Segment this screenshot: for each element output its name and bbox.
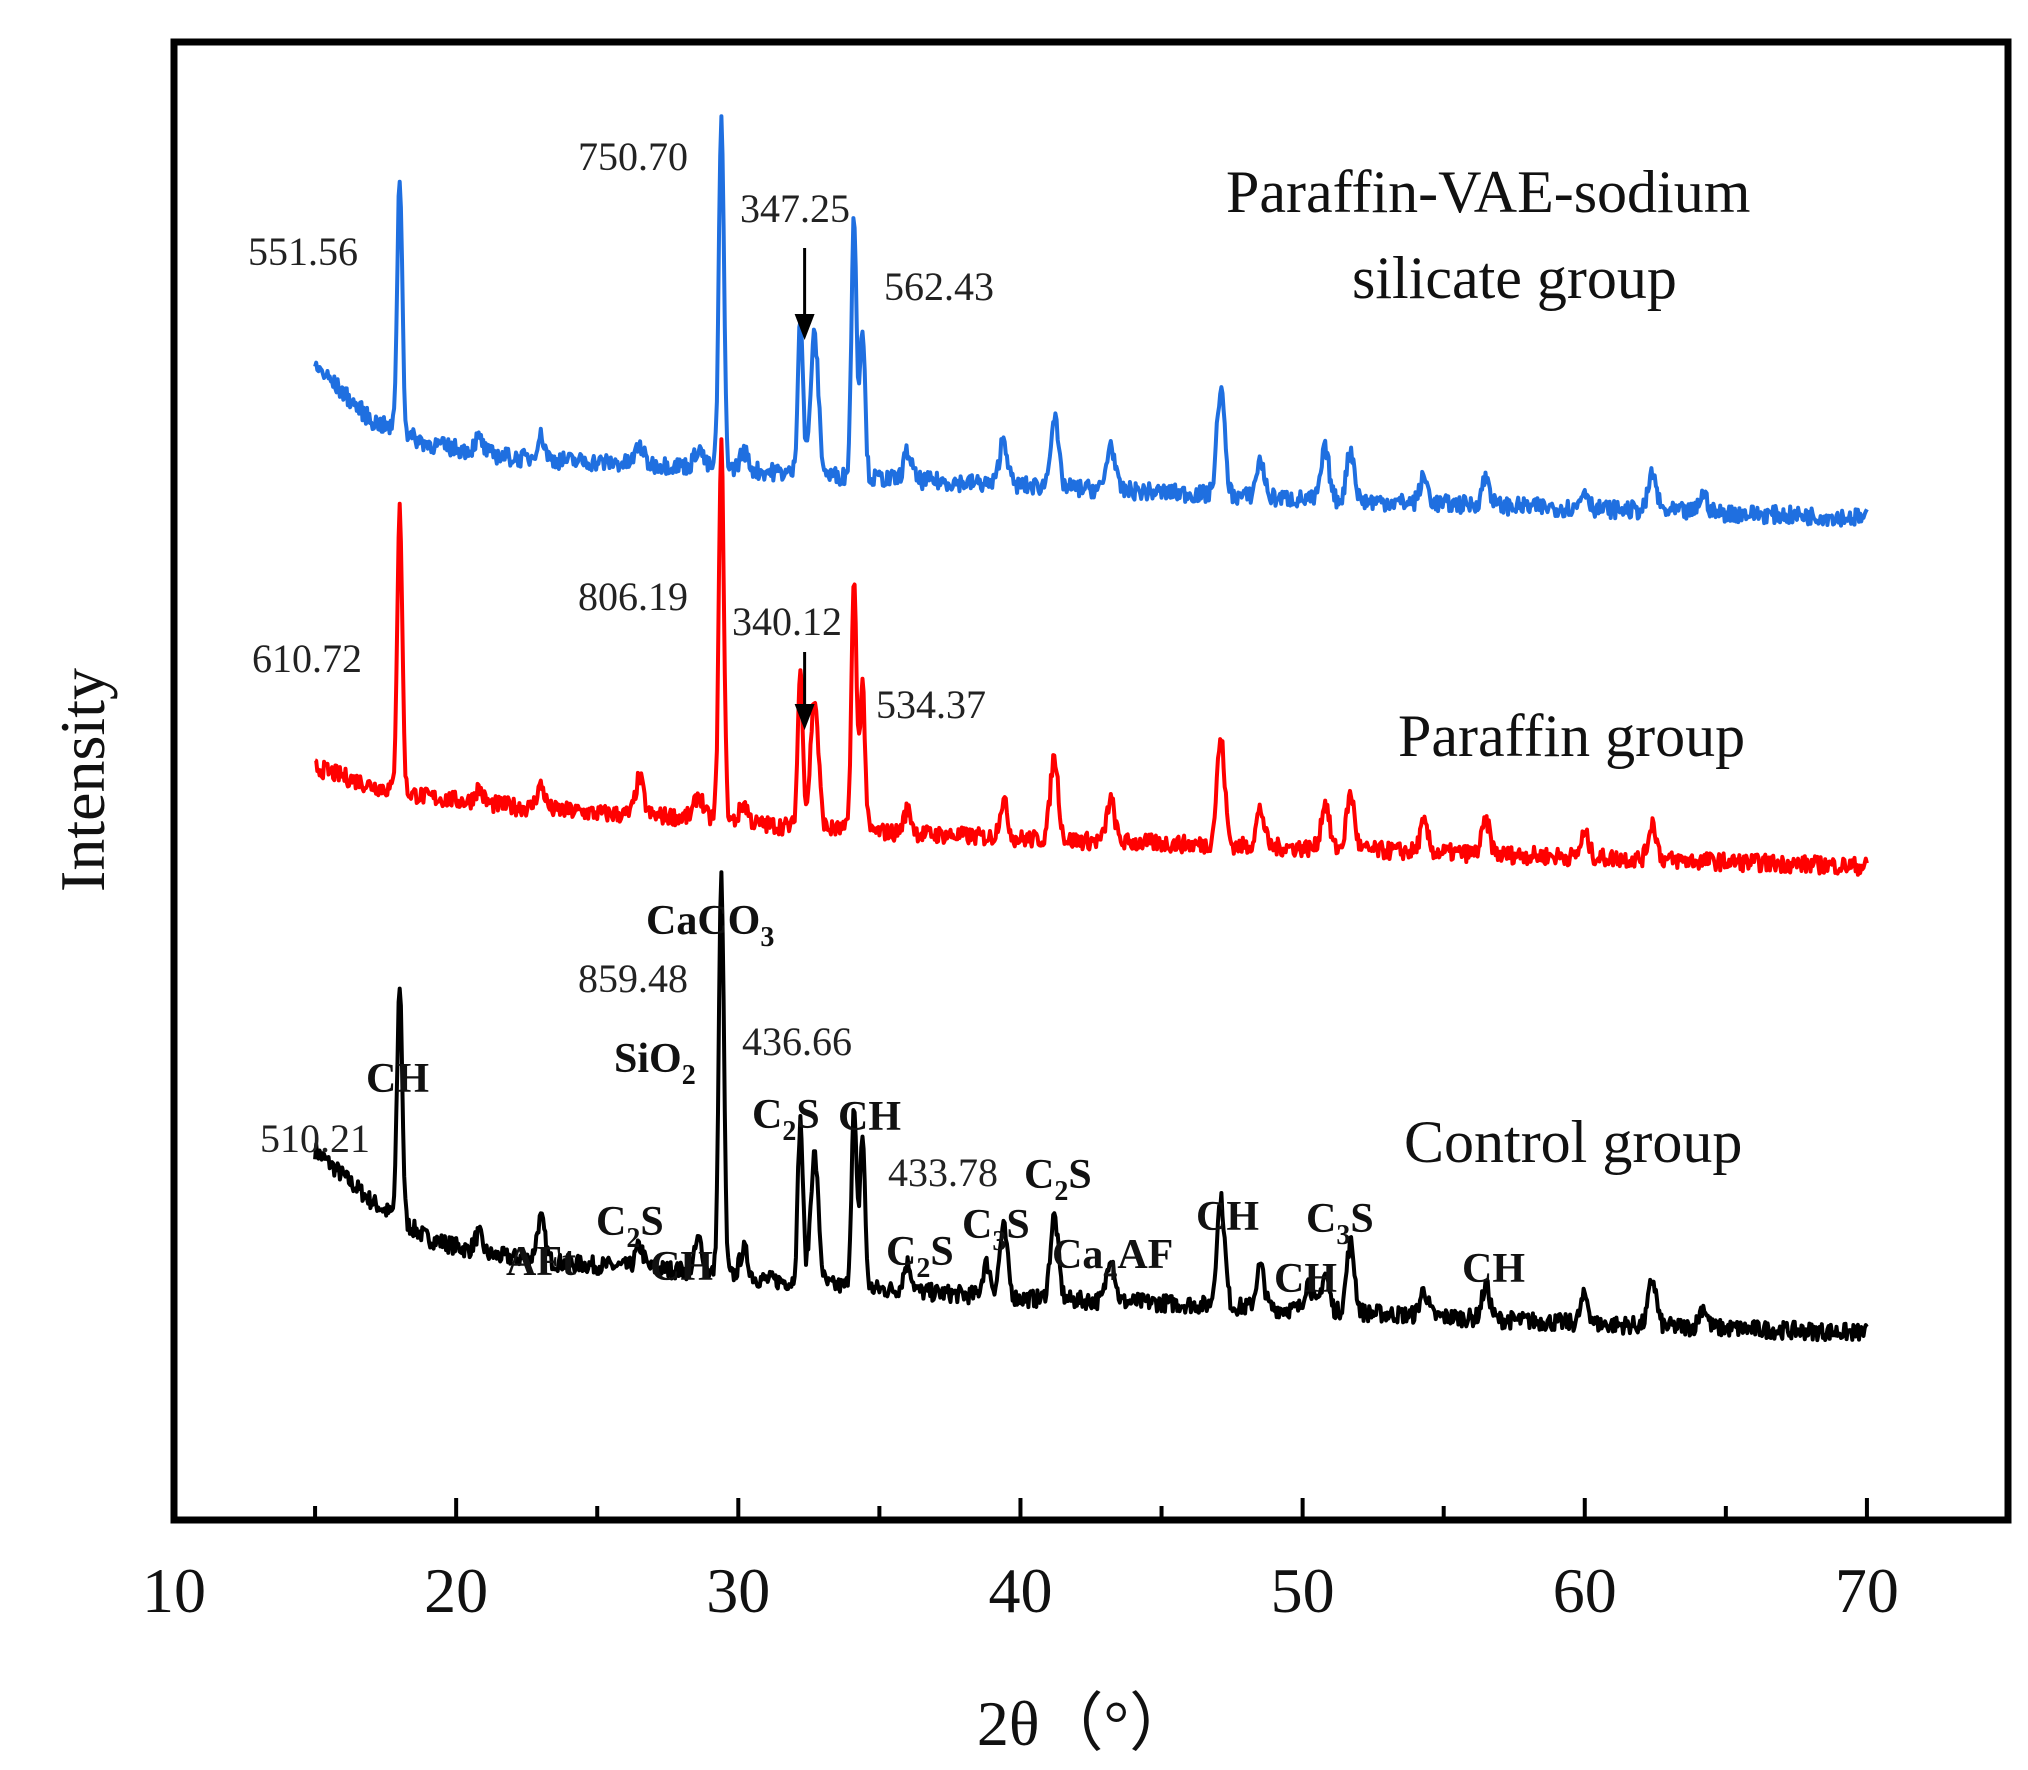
phase-label-ch-47: CH — [1196, 1194, 1259, 1240]
phase-label-ca4af: Ca4AF — [1052, 1232, 1173, 1287]
peak-label-vae-18: 551.56 — [248, 229, 358, 274]
phase-label-ch-34: CH — [838, 1094, 901, 1140]
peak-label-control-34: 433.78 — [888, 1150, 998, 1195]
phase-label-c2s-36: C2S — [886, 1229, 954, 1284]
x-tick-label-20: 20 — [424, 1555, 488, 1626]
peak-label-paraffin-32: 340.12 — [732, 599, 842, 644]
x-tick-label-50: 50 — [1271, 1555, 1335, 1626]
peak-arrows — [794, 248, 815, 730]
peak-label-paraffin-34: 534.37 — [876, 682, 986, 727]
phase-label-c3s-51: C3S — [1306, 1196, 1374, 1251]
series-line-paraffin-vae-sodium-silicate-group — [313, 114, 1869, 528]
phase-label-caco3: CaCO3 — [646, 898, 774, 953]
series-label-vae-line1: Paraffin-VAE-sodium — [1226, 159, 1750, 225]
x-tick-label-70: 70 — [1835, 1555, 1899, 1626]
series-label-paraffin: Paraffin group — [1398, 703, 1745, 769]
peak-arrow-vae-head — [794, 314, 815, 340]
phase-label-c2s-26: C2S — [596, 1199, 664, 1254]
plot-frame — [170, 38, 2012, 1524]
phase-label-ch-18: CH — [366, 1056, 429, 1102]
phase-label-ch-56: CH — [1462, 1246, 1525, 1292]
phase-label-ch-50: CH — [1274, 1256, 1337, 1302]
peak-label-vae-29: 750.70 — [578, 134, 688, 179]
peak-arrow-paraffin-head — [794, 704, 815, 730]
x-tick-label-40: 40 — [988, 1555, 1052, 1626]
x-axis-tick-labels: 10 20 30 40 50 60 70 — [142, 1555, 1899, 1626]
phase-label-c2s-41: C2S — [1024, 1152, 1092, 1207]
y-axis-title: Intensity — [47, 668, 118, 892]
phase-label-c3s-39: C3S — [962, 1202, 1030, 1257]
phase-label-ch-28: CH — [650, 1244, 713, 1290]
peak-label-paraffin-29: 806.19 — [578, 574, 688, 619]
peak-label-control-32: 436.66 — [742, 1019, 852, 1064]
series-line-paraffin-group — [314, 437, 1869, 877]
peak-label-vae-34: 562.43 — [884, 264, 994, 309]
phase-label-c2s-32: C2S — [752, 1092, 820, 1147]
series-line-control-group — [313, 870, 1869, 1343]
series-lines — [313, 114, 1869, 1343]
peak-label-paraffin-18: 610.72 — [252, 636, 362, 681]
x-axis-title: 2θ（°） — [977, 1688, 1193, 1759]
phase-label-sio2: SiO2 — [614, 1036, 696, 1091]
peak-label-vae-32: 347.25 — [740, 186, 850, 231]
x-tick-label-30: 30 — [706, 1555, 770, 1626]
series-label-vae-line2: silicate group — [1352, 245, 1677, 311]
peak-label-control-18: 510.21 — [260, 1116, 370, 1161]
phase-label-aft: AFt — [506, 1239, 576, 1285]
x-tick-label-10: 10 — [142, 1555, 206, 1626]
peak-label-control-29: 859.48 — [578, 956, 688, 1001]
x-tick-label-60: 60 — [1553, 1555, 1617, 1626]
series-label-control: Control group — [1404, 1109, 1742, 1175]
x-axis-ticks — [313, 1498, 1869, 1520]
